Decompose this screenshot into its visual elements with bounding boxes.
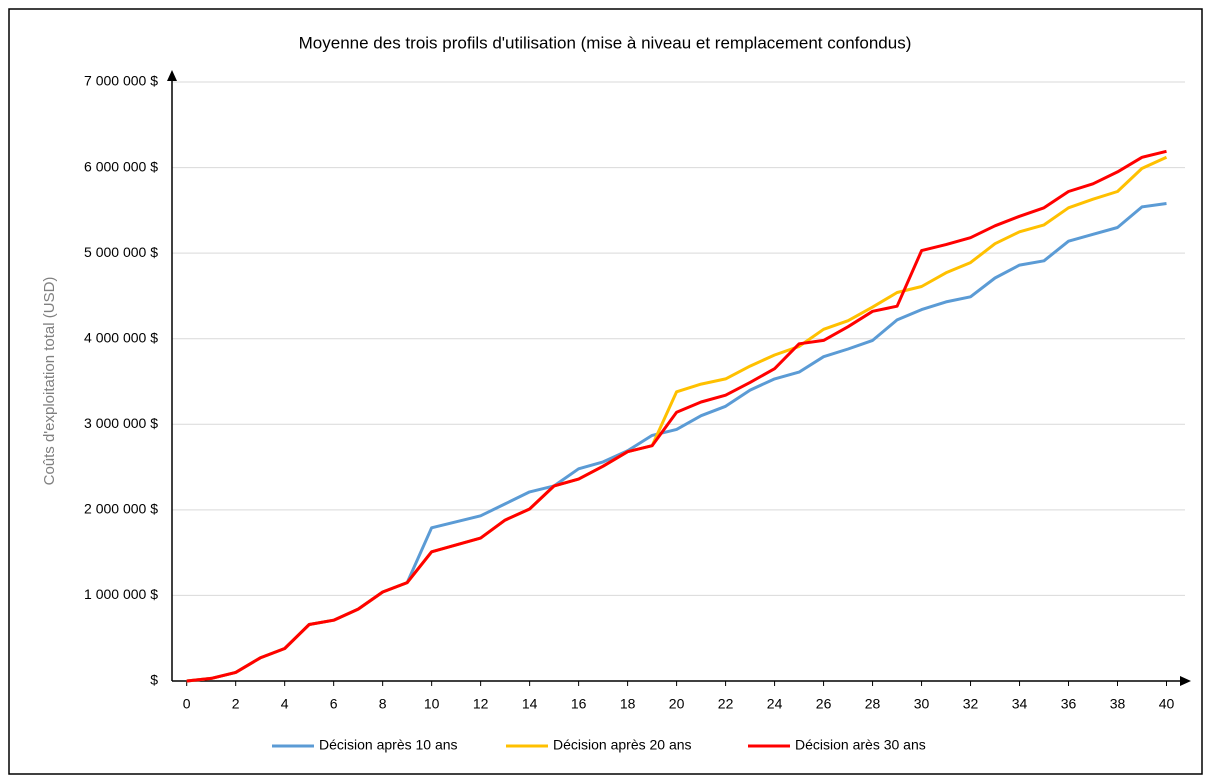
y-tick-label: 2 000 000 $ xyxy=(84,501,158,517)
y-tick-label: 3 000 000 $ xyxy=(84,415,158,431)
legend-label: Décision après 10 ans xyxy=(319,737,458,753)
x-tick-label: 2 xyxy=(232,696,240,712)
y-tick-label: $ xyxy=(150,672,158,688)
y-tick-label: 5 000 000 $ xyxy=(84,244,158,260)
x-tick-label: 34 xyxy=(1012,696,1028,712)
x-tick-label: 22 xyxy=(718,696,734,712)
x-tick-label: 6 xyxy=(330,696,338,712)
x-tick-label: 14 xyxy=(522,696,538,712)
y-tick-label: 6 000 000 $ xyxy=(84,158,158,174)
x-tick-label: 16 xyxy=(571,696,587,712)
y-axis-label: Coûts d'exploitation total (USD) xyxy=(41,277,58,486)
x-tick-label: 10 xyxy=(424,696,440,712)
series-line xyxy=(186,149,1167,683)
x-tick-label: 20 xyxy=(669,696,685,712)
x-tick-label: 4 xyxy=(281,696,289,712)
x-axis-arrow xyxy=(1180,676,1191,686)
x-tick-label: 36 xyxy=(1061,696,1077,712)
y-tick-label: 1 000 000 $ xyxy=(84,586,158,602)
y-tick-label: 7 000 000 $ xyxy=(84,73,158,89)
legend-label: Décision arès 30 ans xyxy=(795,737,926,753)
y-axis-arrow xyxy=(167,70,177,81)
x-tick-label: 26 xyxy=(816,696,832,712)
x-tick-label: 40 xyxy=(1159,696,1175,712)
x-tick-label: 30 xyxy=(914,696,930,712)
x-tick-label: 32 xyxy=(963,696,979,712)
y-tick-label: 4 000 000 $ xyxy=(84,329,158,345)
x-tick-label: 0 xyxy=(183,696,191,712)
frame xyxy=(8,8,1203,775)
x-tick-label: 38 xyxy=(1110,696,1126,712)
x-tick-label: 8 xyxy=(379,696,387,712)
x-tick-label: 24 xyxy=(767,696,783,712)
x-tick-label: 28 xyxy=(865,696,881,712)
legend-label: Décision après 20 ans xyxy=(553,737,692,753)
x-tick-label: 18 xyxy=(620,696,636,712)
chart-title: Moyenne des trois profils d'utilisation … xyxy=(299,33,912,52)
x-tick-label: 12 xyxy=(473,696,489,712)
